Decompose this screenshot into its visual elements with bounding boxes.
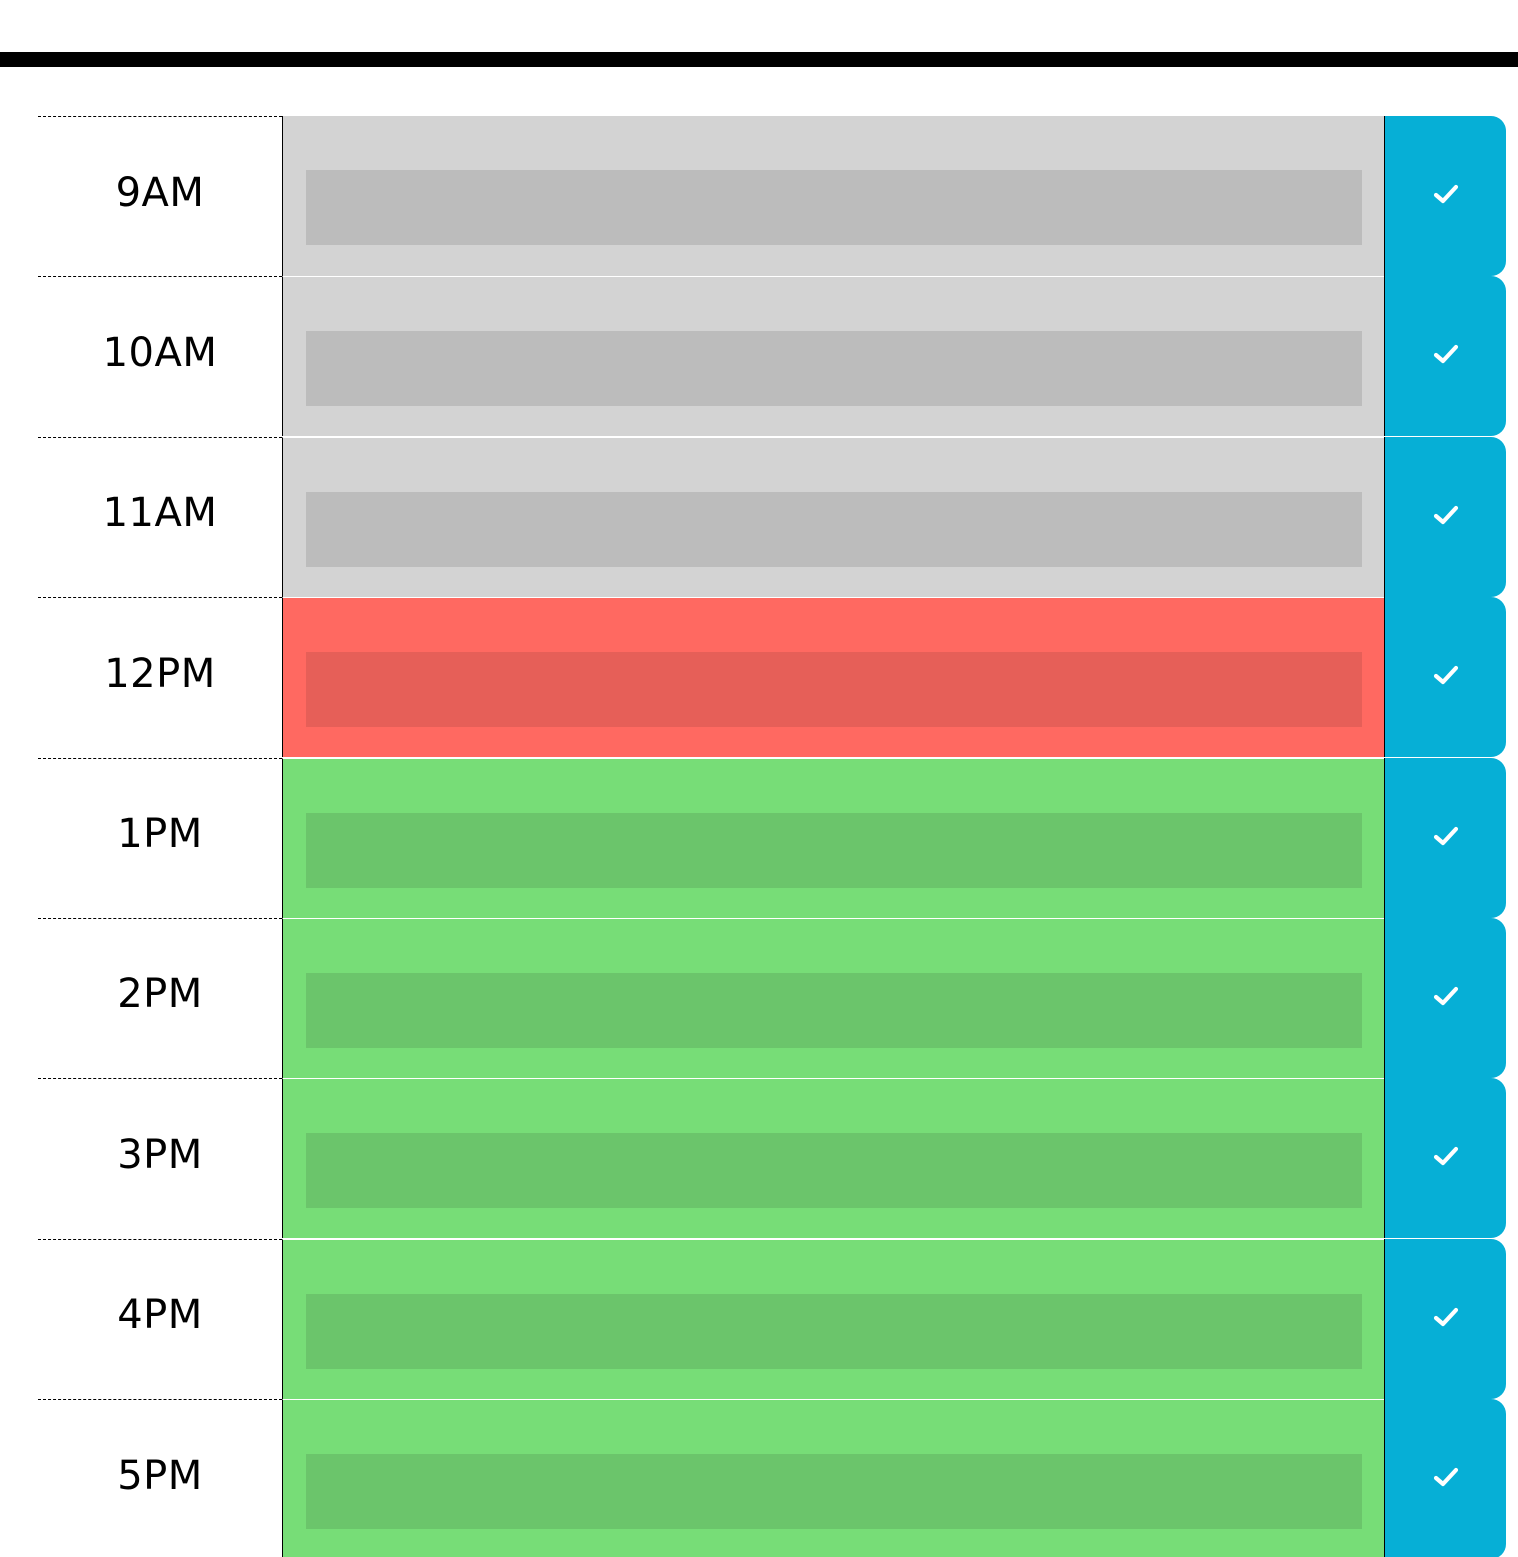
hour-label: 3PM [38,1078,282,1238]
event-description-input[interactable] [306,1454,1362,1530]
event-description-input[interactable] [306,652,1362,728]
header-divider [0,52,1518,67]
time-block-past [282,116,1384,276]
time-block-future [282,757,1384,918]
hour-label-text: 3PM [117,1131,203,1178]
hour-label: 11AM [38,436,282,597]
time-block-row: 10AM [38,276,1506,437]
time-block-row: 5PM [38,1399,1506,1557]
event-description-input[interactable] [306,491,1362,567]
time-block-future [282,1399,1384,1557]
time-block-row: 11AM [38,436,1506,597]
time-block-future [282,1238,1384,1399]
time-block-row: 3PM [38,1078,1506,1239]
hour-label-text: 1PM [117,811,203,858]
hour-label: 1PM [38,757,282,918]
save-button[interactable] [1384,917,1506,1078]
save-button[interactable] [1384,1238,1506,1399]
hour-label-text: 9AM [115,169,205,216]
hour-label-text: 2PM [117,971,203,1018]
save-button[interactable] [1384,597,1506,758]
hour-label: 10AM [38,276,282,436]
event-description-input[interactable] [306,972,1362,1048]
check-icon [1433,1307,1458,1326]
check-icon [1433,505,1458,524]
schedule-container: 9AM 10AM 11AM 12PM 1PM 2PM 3PM 4PM 5PM [38,116,1506,1557]
check-icon [1433,345,1458,364]
hour-label-text: 11AM [102,490,218,537]
time-block-row: 12PM [38,597,1506,758]
time-block-row: 2PM [38,917,1506,1078]
hour-label-text: 12PM [104,650,216,697]
time-block-row: 1PM [38,757,1506,918]
check-icon [1433,826,1458,845]
time-block-row: 9AM [38,116,1506,276]
event-description-input[interactable] [306,170,1362,245]
time-block-past [282,276,1384,437]
save-button[interactable] [1384,757,1506,918]
hour-label-text: 5PM [117,1452,203,1499]
check-icon [1433,1468,1458,1487]
hour-label: 2PM [38,917,282,1078]
hour-label-text: 4PM [117,1292,203,1339]
save-button[interactable] [1384,1399,1506,1557]
hour-label: 12PM [38,597,282,757]
time-block-future [282,917,1384,1078]
save-button[interactable] [1384,276,1506,437]
check-icon [1433,184,1458,204]
event-description-input[interactable] [306,331,1362,407]
time-block-past [282,436,1384,597]
check-icon [1433,1147,1458,1166]
event-description-input[interactable] [306,1293,1362,1369]
hour-label: 9AM [38,116,282,276]
time-block-row: 4PM [38,1238,1506,1399]
event-description-input[interactable] [306,812,1362,888]
time-block-present [282,597,1384,758]
time-block-future [282,1078,1384,1239]
hour-label-text: 10AM [102,329,218,376]
hour-label: 4PM [38,1238,282,1399]
check-icon [1433,986,1458,1006]
save-button[interactable] [1384,116,1506,276]
hour-label: 5PM [38,1399,282,1557]
check-icon [1433,666,1458,685]
event-description-input[interactable] [306,1133,1362,1209]
save-button[interactable] [1384,436,1506,597]
save-button[interactable] [1384,1078,1506,1239]
